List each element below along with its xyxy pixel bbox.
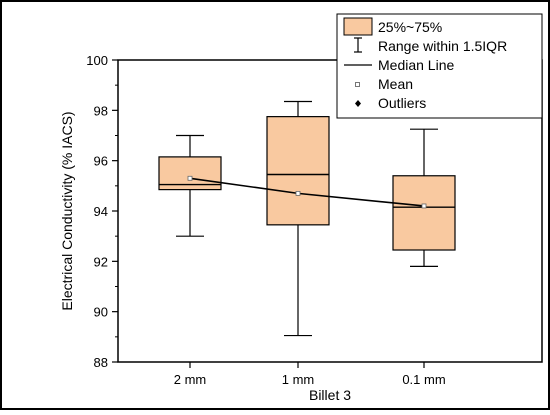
y-tick-label-96: 96 bbox=[94, 154, 108, 169]
iqr-box bbox=[392, 175, 456, 251]
x-tick-label-1: 1 mm bbox=[282, 372, 315, 387]
legend-label-outlier: Outliers bbox=[378, 95, 426, 111]
legend-label-median: Median Line bbox=[378, 57, 454, 73]
box-1 bbox=[266, 100, 330, 337]
mean-line-series bbox=[187, 175, 427, 209]
x-tick-label-2: 0.1 mm bbox=[402, 372, 445, 387]
box-series bbox=[158, 100, 456, 337]
box-0 bbox=[158, 134, 222, 237]
legend-whisker-swatch bbox=[354, 37, 362, 53]
y-tick-label-88: 88 bbox=[94, 355, 108, 370]
y-tick-label-98: 98 bbox=[94, 103, 108, 118]
y-tick-label-100: 100 bbox=[86, 53, 108, 68]
y-tick-label-94: 94 bbox=[94, 204, 108, 219]
legend-label-whisker: Range within 1.5IQR bbox=[378, 38, 507, 54]
mean-marker-2 bbox=[421, 203, 427, 209]
y-tick-label-92: 92 bbox=[94, 254, 108, 269]
x-axis-label: Billet 3 bbox=[309, 387, 351, 403]
mean-marker-0 bbox=[187, 175, 193, 181]
mean-marker-1 bbox=[295, 190, 301, 196]
x-tick-label-0: 2 mm bbox=[174, 372, 207, 387]
legend-label-box: 25%~75% bbox=[378, 19, 442, 35]
legend-mean-swatch bbox=[355, 82, 360, 87]
legend-box-swatch bbox=[343, 17, 373, 36]
y-axis-ticks: 88 90 92 94 96 98 100 bbox=[86, 53, 118, 370]
box-2 bbox=[392, 128, 456, 267]
y-tick-label-90: 90 bbox=[94, 305, 108, 320]
legend: 25%~75% Range within 1.5IQR Median Line … bbox=[336, 13, 543, 119]
legend-outlier-swatch bbox=[355, 100, 361, 107]
y-axis-label: Electrical Conductivity (% IACS) bbox=[59, 111, 75, 310]
x-axis-ticks: 2 mm 1 mm 0.1 mm bbox=[174, 362, 446, 387]
iqr-box bbox=[266, 116, 330, 226]
legend-label-mean: Mean bbox=[378, 76, 413, 92]
